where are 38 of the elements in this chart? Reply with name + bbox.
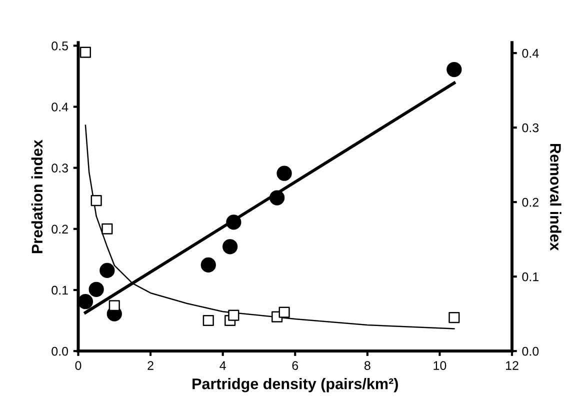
- point: [90, 195, 102, 206]
- y-tick-label: 0.4: [52, 102, 68, 112]
- y-axis-title: Predation index: [31, 140, 43, 254]
- x-tick-label: 4: [220, 361, 226, 370]
- point: [108, 300, 120, 312]
- point: [88, 282, 104, 297]
- y2-tick-label: 0.4: [522, 48, 539, 58]
- y-tick-label: 0.2: [52, 224, 68, 234]
- point: [226, 214, 242, 230]
- x-tick-label: 10: [434, 361, 446, 370]
- y2-tick-label: 0.3: [522, 123, 539, 132]
- y-tick-label: 0.1: [52, 286, 68, 295]
- y-tick-label: 0.3: [52, 164, 68, 172]
- point: [448, 312, 460, 324]
- point: [202, 314, 214, 326]
- point: [278, 306, 290, 318]
- point: [102, 223, 113, 234]
- point: [228, 310, 240, 321]
- y-tick-label: 0.5: [52, 41, 68, 50]
- point: [276, 166, 292, 181]
- x-axis-title: Partridge density (pairs/km²): [192, 378, 398, 392]
- point: [222, 239, 238, 254]
- x-tick-label: 12: [506, 361, 518, 370]
- y2-axis-title: Removal index: [550, 144, 562, 251]
- y2-tick-label: 0.0: [522, 346, 539, 356]
- point: [446, 62, 462, 78]
- point: [100, 262, 115, 278]
- point: [80, 46, 92, 58]
- x-tick-label: 2: [148, 361, 154, 370]
- y2-tick-label: 0.1: [522, 272, 538, 282]
- x-tick-label: 6: [292, 361, 298, 370]
- y-tick-label: 0.0: [52, 346, 68, 356]
- point: [200, 257, 216, 273]
- x-tick-label: 0: [75, 361, 82, 370]
- x-tick-label: 8: [364, 361, 370, 370]
- y2-tick-label: 0.2: [522, 198, 538, 207]
- point: [78, 294, 94, 310]
- point: [269, 190, 285, 206]
